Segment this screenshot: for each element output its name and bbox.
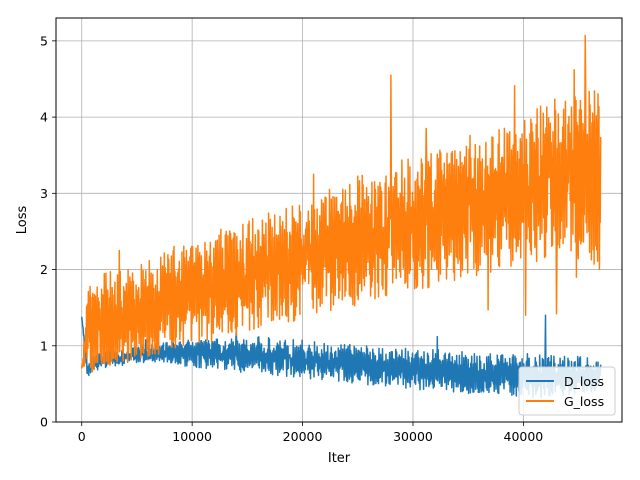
y-axis-label: Loss	[15, 206, 30, 235]
y-tick-label: 4	[40, 110, 48, 125]
x-tick-label: 30000	[393, 429, 433, 444]
series-area	[80, 34, 602, 399]
legend-box	[518, 366, 616, 416]
x-tick-label: 0	[78, 429, 86, 444]
y-tick-label: 0	[40, 415, 48, 430]
legend-d-loss-label: D_loss	[564, 374, 604, 389]
y-tick-label: 2	[40, 262, 48, 277]
y-tick-label: 3	[40, 186, 48, 201]
x-tick-label: 10000	[172, 429, 212, 444]
grid	[56, 18, 622, 423]
series-line-d-loss	[80, 314, 602, 399]
y-tick-label: 5	[40, 33, 48, 48]
x-axis-label: Iter	[328, 451, 351, 466]
y-tick-label: 1	[40, 338, 48, 353]
legend: D_loss G_loss	[518, 366, 616, 416]
ticks: 0 10000 20000 30000 40000 0 1 2 3 4 5	[40, 33, 543, 444]
x-tick-label: 20000	[283, 429, 323, 444]
series-line-g-loss	[80, 34, 602, 373]
legend-g-loss-label: G_loss	[564, 394, 604, 409]
plot-frame	[55, 17, 623, 423]
x-tick-label: 40000	[504, 429, 544, 444]
